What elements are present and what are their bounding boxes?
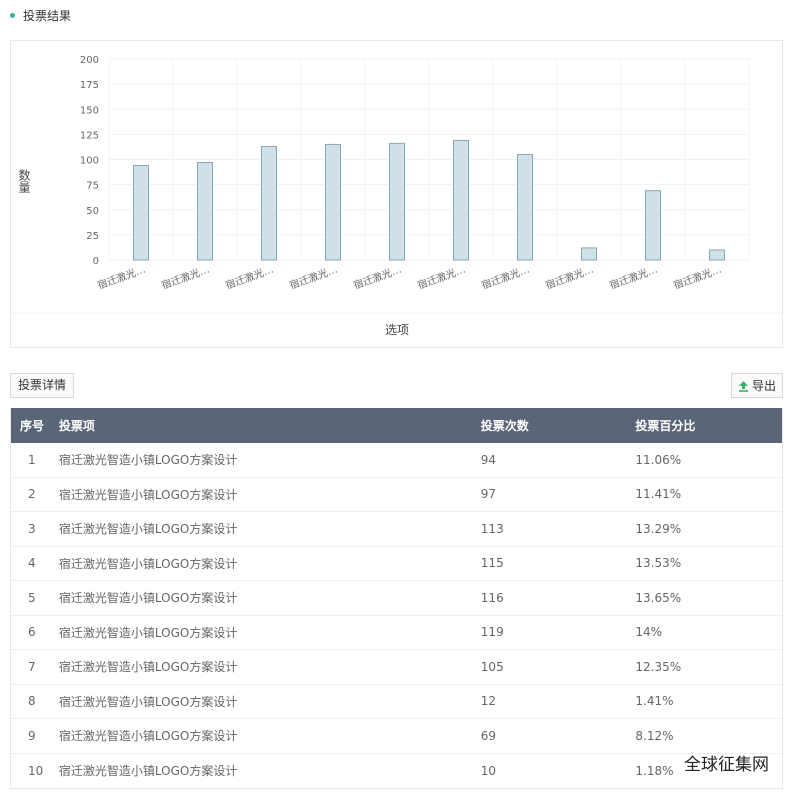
x-tick-label: 宿迁激光… (416, 263, 467, 292)
y-tick-label: 175 (80, 80, 99, 91)
row-percent: 8.12% (635, 728, 674, 743)
row-item: 宿迁激光智造小镇LOGO方案设计 (58, 556, 238, 571)
table-row: 5 宿迁激光智造小镇LOGO方案设计 116 13.65% (11, 581, 782, 616)
row-percent: 14% (635, 625, 663, 640)
table-row: 4 宿迁激光智造小镇LOGO方案设计 115 13.53% (11, 547, 782, 581)
vote-detail-table: 序号 投票项 投票次数 投票百分比 1 宿迁激光智造小镇LOGO方案设计 94 11.… (10, 408, 783, 789)
row-index: 2 (28, 487, 36, 502)
row-percent: 11.06% (635, 452, 682, 467)
vote-bar-chart: 0 25 50 75 100 125 150 175 200 宿迁激光… 宿迁激光… 宿迁激光… 宿迁激… (11, 55, 784, 337)
table-row: 9 宿迁激光智造小镇LOGO方案设计 69 8.12% (11, 719, 782, 754)
row-index: 10 (28, 763, 44, 778)
x-tick-label: 宿迁激光… (544, 263, 595, 292)
y-axis-label: 数量 (17, 168, 31, 193)
bullet-dot-icon (10, 12, 15, 18)
y-tick-label: 50 (86, 206, 99, 217)
row-percent: 13.53% (635, 556, 682, 571)
row-item: 宿迁激光智造小镇LOGO方案设计 (58, 660, 238, 675)
row-count: 10 (480, 763, 497, 778)
row-count: 97 (480, 487, 497, 502)
x-tick-label: 宿迁激光… (480, 263, 531, 292)
table-row: 8 宿迁激光智造小镇LOGO方案设计 12 1.41% (11, 685, 782, 719)
bar (517, 153, 533, 261)
header-count: 投票次数 (480, 419, 529, 433)
row-item: 宿迁激光智造小镇LOGO方案设计 (58, 453, 238, 468)
row-percent: 11.41% (635, 487, 682, 502)
row-percent: 13.65% (635, 590, 682, 605)
x-tick-label: 宿迁激光… (160, 263, 211, 292)
bar (581, 247, 597, 261)
tab-vote-detail[interactable]: 投票详情 (10, 373, 75, 398)
row-index: 5 (28, 590, 36, 605)
y-tick-label: 100 (80, 156, 99, 167)
table-row: 10 宿迁激光智造小镇LOGO方案设计 10 1.18% (11, 754, 782, 789)
export-label: 导出 (751, 379, 776, 393)
row-percent: 13.29% (635, 521, 682, 536)
row-item: 宿迁激光智造小镇LOGO方案设计 (58, 729, 238, 744)
row-count: 94 (480, 452, 497, 467)
bar (197, 162, 213, 261)
table-row: 1 宿迁激光智造小镇LOGO方案设计 94 11.06% (11, 443, 782, 478)
bar (261, 145, 277, 261)
y-tick-label: 25 (86, 231, 99, 242)
bar (389, 142, 405, 261)
table-row: 7 宿迁激光智造小镇LOGO方案设计 105 12.35% (11, 650, 782, 685)
row-count: 113 (480, 521, 504, 536)
row-item: 宿迁激光智造小镇LOGO方案设计 (58, 694, 238, 709)
row-index: 6 (28, 625, 36, 640)
section-title: 投票结果 (23, 8, 72, 23)
y-tick-label: 0 (93, 256, 99, 267)
bar (325, 143, 341, 261)
row-index: 1 (28, 452, 36, 467)
table-row: 2 宿迁激光智造小镇LOGO方案设计 97 11.41% (11, 478, 782, 512)
x-tick-label: 宿迁激光… (224, 263, 275, 292)
row-index: 4 (28, 556, 36, 571)
y-tick-label: 150 (80, 105, 99, 116)
y-tick-label: 200 (80, 55, 99, 66)
x-tick-label: 宿迁激光… (672, 263, 723, 292)
watermark-logo: 全球征集网 (684, 755, 769, 775)
row-count: 115 (480, 556, 504, 571)
row-item: 宿迁激光智造小镇LOGO方案设计 (58, 591, 238, 606)
row-count: 69 (480, 728, 497, 743)
table-header: 序号 投票项 投票次数 投票百分比 (11, 408, 782, 443)
bar (709, 249, 725, 261)
header-percent: 投票百分比 (635, 419, 696, 433)
table-row: 3 宿迁激光智造小镇LOGO方案设计 113 13.29% (11, 512, 782, 547)
bar (645, 190, 661, 261)
x-tick-label: 宿迁激光… (608, 263, 659, 292)
row-percent: 12.35% (635, 659, 682, 674)
row-index: 8 (28, 694, 36, 709)
row-count: 12 (480, 694, 497, 709)
export-button[interactable]: 导出 (731, 373, 783, 398)
x-tick-label: 宿迁激光… (288, 263, 339, 292)
row-count: 116 (480, 590, 504, 605)
row-percent: 1.41% (635, 694, 674, 709)
bar (133, 165, 149, 261)
row-index: 9 (28, 728, 36, 743)
row-item: 宿迁激光智造小镇LOGO方案设计 (58, 625, 238, 640)
x-axis-label: 选项 (385, 323, 409, 337)
row-index: 7 (28, 659, 36, 674)
x-tick-label: 宿迁激光… (352, 263, 403, 292)
upload-icon (738, 380, 748, 392)
row-item: 宿迁激光智造小镇LOGO方案设计 (58, 764, 238, 779)
row-index: 3 (28, 521, 36, 536)
header-item: 投票项 (58, 419, 95, 433)
table-row: 6 宿迁激光智造小镇LOGO方案设计 119 14% (11, 616, 782, 650)
bar (453, 139, 469, 261)
row-item: 宿迁激光智造小镇LOGO方案设计 (58, 487, 238, 502)
x-tick-label: 宿迁激光… (96, 263, 147, 292)
section-header: 投票结果 (10, 6, 71, 24)
y-tick-label: 125 (80, 130, 99, 141)
row-item: 宿迁激光智造小镇LOGO方案设计 (58, 522, 238, 537)
header-index: 序号 (20, 419, 45, 433)
vote-chart-panel: 0 25 50 75 100 125 150 175 200 宿迁激光… 宿迁激光… 宿迁激光… 宿迁激… (10, 40, 784, 348)
row-percent: 1.18% (635, 763, 674, 778)
row-count: 105 (480, 659, 504, 674)
row-count: 119 (480, 625, 504, 640)
y-tick-label: 75 (86, 181, 99, 192)
